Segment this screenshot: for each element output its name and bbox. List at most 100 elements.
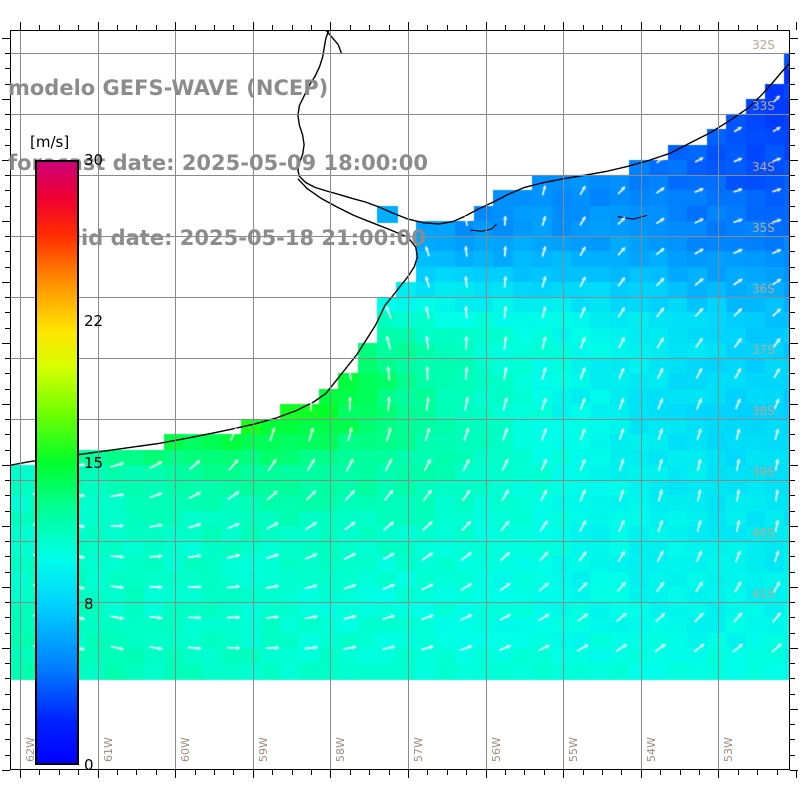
axis-tick bbox=[155, 25, 157, 30]
axis-tick bbox=[602, 770, 604, 775]
axis-tick bbox=[194, 25, 196, 30]
axis-tick bbox=[790, 678, 795, 680]
axis-tick bbox=[790, 510, 795, 512]
colorbar-tick-22: 22 bbox=[84, 312, 104, 331]
axis-tick bbox=[563, 770, 565, 778]
axis-tick bbox=[790, 251, 795, 253]
bottom-tick-axis bbox=[20, 770, 800, 779]
axis-tick bbox=[524, 770, 526, 775]
colorbar-tick-15: 15 bbox=[84, 453, 104, 472]
axis-tick bbox=[621, 770, 623, 775]
lon-label-54W: 54W bbox=[644, 737, 658, 762]
axis-tick bbox=[466, 25, 468, 30]
axis-tick bbox=[2, 98, 10, 100]
axis-tick bbox=[466, 770, 468, 775]
axis-tick bbox=[790, 388, 795, 390]
axis-tick bbox=[175, 22, 177, 30]
axis-tick bbox=[790, 739, 795, 741]
wind-vector-arrows bbox=[10, 30, 790, 770]
axis-tick bbox=[20, 22, 22, 30]
axis-tick bbox=[5, 358, 10, 360]
axis-tick bbox=[563, 22, 565, 30]
axis-tick bbox=[330, 22, 332, 30]
axis-tick bbox=[485, 770, 487, 778]
axis-tick bbox=[388, 25, 390, 30]
axis-tick bbox=[485, 22, 487, 30]
axis-tick bbox=[2, 342, 10, 344]
axis-tick bbox=[790, 632, 795, 634]
lat-label-33S: 33S bbox=[752, 99, 775, 114]
axis-tick bbox=[5, 129, 10, 131]
axis-tick bbox=[194, 770, 196, 775]
axis-tick bbox=[790, 144, 795, 146]
lon-label-55W: 55W bbox=[567, 737, 581, 762]
axis-tick bbox=[776, 25, 778, 30]
axis-tick bbox=[524, 25, 526, 30]
axis-tick bbox=[39, 25, 41, 30]
axis-tick bbox=[330, 770, 332, 778]
axis-tick bbox=[78, 770, 80, 775]
axis-tick bbox=[790, 312, 795, 314]
axis-tick bbox=[446, 770, 448, 775]
axis-tick bbox=[5, 632, 10, 634]
axis-tick bbox=[233, 770, 235, 775]
axis-tick bbox=[20, 770, 22, 778]
axis-tick bbox=[790, 281, 798, 283]
axis-tick bbox=[660, 770, 662, 775]
axis-tick bbox=[5, 236, 10, 238]
axis-tick bbox=[369, 25, 371, 30]
axis-tick bbox=[790, 342, 798, 344]
axis-tick bbox=[790, 403, 798, 405]
axis-tick bbox=[2, 525, 10, 527]
axis-tick bbox=[408, 22, 410, 30]
axis-tick bbox=[790, 37, 798, 39]
axis-tick bbox=[117, 770, 119, 775]
axis-tick bbox=[175, 770, 177, 778]
axis-tick bbox=[776, 770, 778, 775]
lon-label-60W: 60W bbox=[179, 737, 193, 762]
axis-tick bbox=[5, 434, 10, 436]
axis-tick bbox=[369, 770, 371, 775]
axis-tick bbox=[5, 83, 10, 85]
axis-tick bbox=[543, 770, 545, 775]
axis-tick bbox=[5, 190, 10, 192]
axis-tick bbox=[790, 708, 798, 710]
axis-tick bbox=[790, 83, 795, 85]
map-frame[interactable] bbox=[10, 30, 790, 770]
axis-tick bbox=[790, 266, 795, 268]
colorbar-tick-0: 0 bbox=[84, 756, 94, 774]
axis-tick bbox=[790, 571, 795, 573]
axis-tick bbox=[790, 464, 798, 466]
axis-tick bbox=[757, 770, 759, 775]
axis-tick bbox=[311, 25, 313, 30]
axis-tick bbox=[5, 571, 10, 573]
axis-tick bbox=[5, 510, 10, 512]
axis-tick bbox=[790, 129, 795, 131]
axis-tick bbox=[790, 220, 798, 222]
axis-tick bbox=[790, 663, 795, 665]
axis-tick bbox=[790, 358, 795, 360]
lat-label-35S: 35S bbox=[752, 221, 775, 236]
colorbar[interactable] bbox=[35, 160, 79, 765]
axis-tick bbox=[2, 37, 10, 39]
axis-tick bbox=[97, 22, 99, 30]
lat-label-32S: 32S bbox=[752, 38, 775, 53]
axis-tick bbox=[78, 25, 80, 30]
axis-tick bbox=[5, 114, 10, 116]
axis-tick bbox=[5, 678, 10, 680]
axis-tick bbox=[679, 25, 681, 30]
axis-tick bbox=[58, 25, 60, 30]
axis-tick bbox=[790, 419, 795, 421]
axis-tick bbox=[388, 770, 390, 775]
colorbar-tick-8: 8 bbox=[84, 594, 94, 613]
axis-tick bbox=[117, 25, 119, 30]
axis-tick bbox=[790, 159, 798, 161]
axis-tick bbox=[790, 297, 795, 299]
axis-tick bbox=[660, 25, 662, 30]
axis-tick bbox=[790, 175, 795, 177]
axis-tick bbox=[2, 403, 10, 405]
axis-tick bbox=[505, 25, 507, 30]
axis-tick bbox=[427, 770, 429, 775]
axis-tick bbox=[5, 556, 10, 558]
